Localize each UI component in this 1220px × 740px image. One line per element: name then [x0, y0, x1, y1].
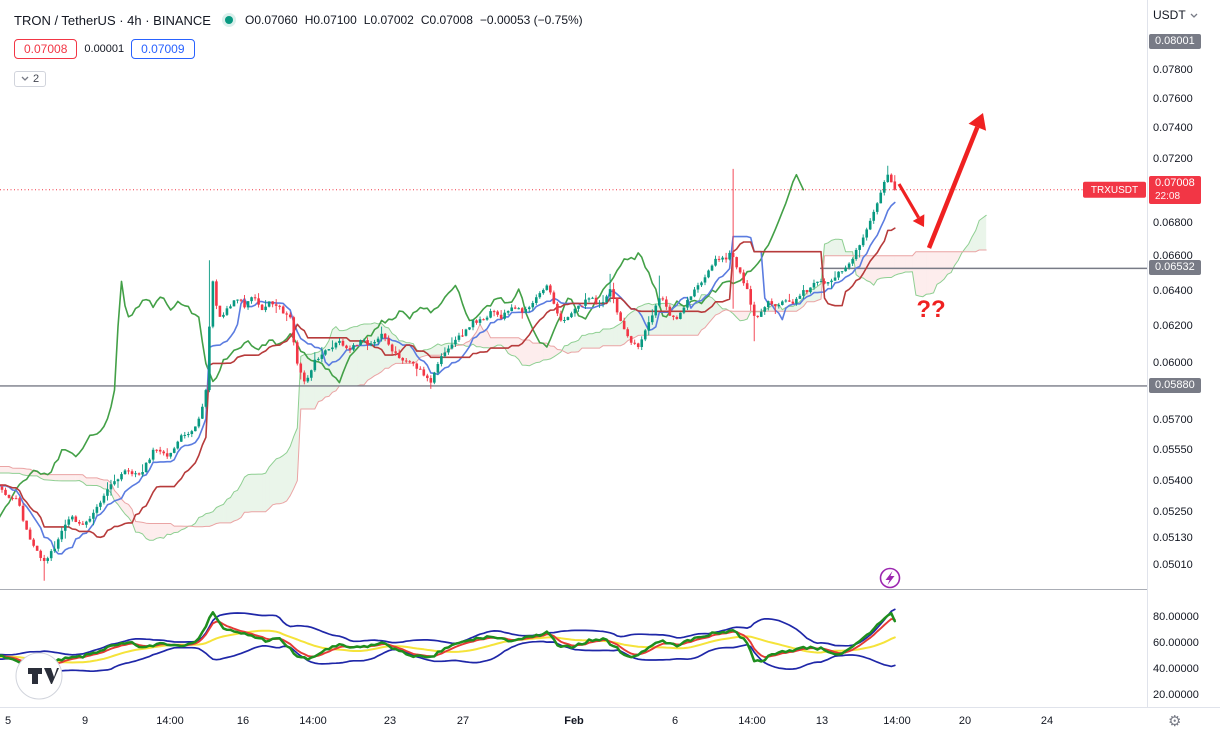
time-tick-label: 14:00	[883, 715, 911, 727]
price-level-lines[interactable]	[0, 267, 1147, 387]
price-chart-canvas[interactable]: TRXUSDT??	[0, 0, 1148, 707]
price-tick-label: 0.07800	[1153, 63, 1193, 76]
indicator-tick-label: 80.00000	[1153, 610, 1199, 623]
price-tick-label: 0.05550	[1153, 444, 1193, 457]
time-tick-label: 6	[671, 715, 679, 727]
price-tick-label: 0.05130	[1153, 532, 1193, 545]
sell-price-button[interactable]: 0.07008	[14, 39, 78, 59]
open-label: O	[244, 13, 255, 27]
legend-collapse-button[interactable]: 2	[14, 70, 47, 87]
close-value: 0.07008	[429, 13, 473, 27]
price-tick-label: 0.07200	[1153, 153, 1193, 165]
price-axis-separator	[1147, 0, 1148, 740]
time-tick-label: Feb	[564, 715, 584, 727]
time-tick-label: 5	[4, 715, 12, 727]
price-tick-label: 0.07600	[1153, 92, 1193, 105]
indicator-tick-label: 60.00000	[1153, 636, 1199, 649]
market-open-dot-icon	[224, 16, 233, 24]
time-tick-label: 14:00	[156, 715, 184, 727]
open-value: 0.07060	[254, 13, 298, 27]
symbol-flag-label: TRXUSDT	[1091, 185, 1138, 196]
price-level-badge: 0.06532	[1149, 260, 1201, 276]
high-value: 0.07100	[313, 13, 357, 27]
chevron-down-icon	[1190, 13, 1198, 18]
spread-value: 0.00001	[84, 43, 125, 55]
ichimoku-cloud	[0, 214, 987, 541]
rsi-panel	[0, 608, 897, 673]
ohlc-values: O0.07060 H0.07100 L0.07002 C0.07008 −0.0…	[245, 13, 583, 27]
high-label: H	[304, 13, 314, 27]
currency-label: USDT	[1153, 8, 1186, 22]
price-tick-label: 0.05010	[1153, 558, 1193, 571]
low-label: L	[363, 13, 371, 27]
gear-icon[interactable]: ⚙	[1168, 712, 1182, 730]
price-tick-label: 0.05400	[1153, 474, 1193, 487]
time-axis-separator	[0, 707, 1220, 708]
chevron-down-icon	[21, 76, 29, 81]
price-tick-label: 0.05700	[1153, 414, 1193, 427]
price-tick-label: 0.07400	[1153, 122, 1193, 135]
price-axis[interactable]: USDT 0.07800 0.07600 0.07400 0.07200 0.06800…	[1148, 0, 1220, 707]
buy-price-button[interactable]: 0.07009	[131, 39, 195, 59]
candlestick-series	[0, 165, 897, 581]
change-value: −0.00053 (−0.75%)	[479, 13, 583, 27]
price-tick-label: 0.06400	[1153, 284, 1193, 297]
time-tick-label: 14:00	[299, 715, 327, 727]
lightning-icon[interactable]	[879, 567, 901, 589]
bar-countdown: 22:08	[1155, 190, 1181, 202]
time-tick-label: 24	[1040, 715, 1054, 727]
currency-dropdown[interactable]: USDT	[1153, 8, 1198, 22]
current-price-badge: 0.07008 22:08	[1149, 175, 1201, 204]
price-tick-label: 0.06600	[1153, 250, 1193, 263]
indicator-count: 2	[33, 72, 40, 85]
tradingview-logo[interactable]	[15, 652, 63, 700]
question-marks-annotation[interactable]: ??	[916, 296, 945, 323]
pane-separator[interactable]	[0, 589, 1220, 590]
trend-arrow-drawing[interactable]	[897, 113, 987, 249]
price-tick-label: 0.06800	[1153, 216, 1193, 229]
chart-legend: TRON / TetherUS · 4h · BINANCE O0.07060 …	[14, 10, 583, 87]
time-tick-label: 20	[958, 715, 972, 727]
current-price-line: TRXUSDT	[0, 181, 1147, 198]
indicator-tick-label: 40.00000	[1153, 662, 1199, 675]
price-level-badge: 0.08001	[1149, 33, 1201, 49]
time-tick-label: 9	[81, 715, 89, 727]
time-tick-label: 27	[456, 715, 470, 727]
low-value: 0.07002	[370, 13, 414, 27]
price-tick-label: 0.06200	[1153, 320, 1193, 333]
time-tick-label: 13	[815, 715, 829, 727]
time-tick-label: 14:00	[738, 715, 766, 727]
indicator-tick-label: 20.00000	[1153, 688, 1199, 701]
price-tick-label: 0.06000	[1153, 356, 1193, 369]
time-tick-label: 16	[236, 715, 250, 727]
price-level-badge: 0.05880	[1149, 377, 1201, 393]
symbol-title[interactable]: TRON / TetherUS · 4h · BINANCE	[14, 12, 211, 28]
close-label: C	[420, 13, 430, 27]
time-axis[interactable]: 5 9 14:00 16 14:00 23 27 Feb 6 14:00 13 14:00 20 24	[0, 708, 1148, 740]
ichimoku-lines	[0, 173, 896, 555]
axis-corner: ⚙	[1148, 708, 1220, 740]
price-tick-label: 0.05250	[1153, 506, 1193, 519]
time-tick-label: 23	[383, 715, 397, 727]
